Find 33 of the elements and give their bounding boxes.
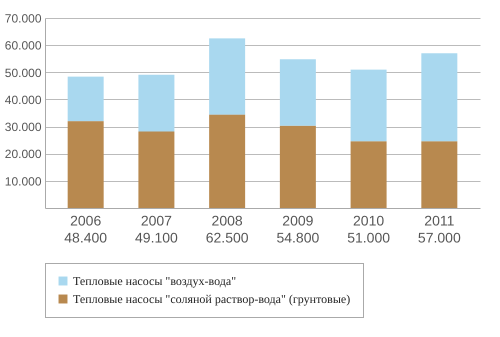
y-tick-label: 10.000 (4, 174, 42, 188)
y-tick-label: 30.000 (4, 120, 42, 134)
bar (350, 70, 387, 142)
bar (421, 53, 458, 142)
x-tick-label: 2008 (212, 212, 243, 228)
bar (421, 141, 458, 208)
x-tick-label: 2009 (282, 212, 314, 228)
bar (280, 126, 316, 208)
bar (138, 131, 174, 208)
legend-label: Тепловые насосы "воздух-вода" (73, 274, 236, 288)
bar (350, 141, 387, 208)
total-label: 48.400 (64, 230, 108, 246)
x-tick-label: 2011 (424, 212, 455, 228)
legend-label: Тепловые насосы "соляной раствор-вода" (грунтовые) (73, 292, 350, 306)
bar (209, 114, 246, 208)
y-tick-label: 60.000 (4, 38, 42, 53)
bar (280, 59, 316, 126)
x-tick-label: 2007 (140, 212, 172, 228)
total-label: 54.800 (276, 230, 320, 246)
total-label: 51.000 (347, 230, 390, 246)
total-label: 49.100 (134, 230, 178, 246)
bar (68, 121, 104, 208)
x-tick-label: 2006 (70, 212, 102, 228)
bar (138, 74, 174, 132)
x-tick-label: 2010 (353, 212, 384, 228)
bar (68, 76, 104, 122)
y-tick-label: 20.000 (4, 147, 42, 162)
y-tick-label: 40.000 (4, 92, 42, 107)
y-tick-label: 70.000 (4, 12, 42, 26)
bar (209, 38, 246, 115)
total-label: 57.000 (418, 230, 461, 246)
y-tick-label: 50.000 (4, 66, 42, 80)
total-label: 62.500 (206, 230, 249, 246)
